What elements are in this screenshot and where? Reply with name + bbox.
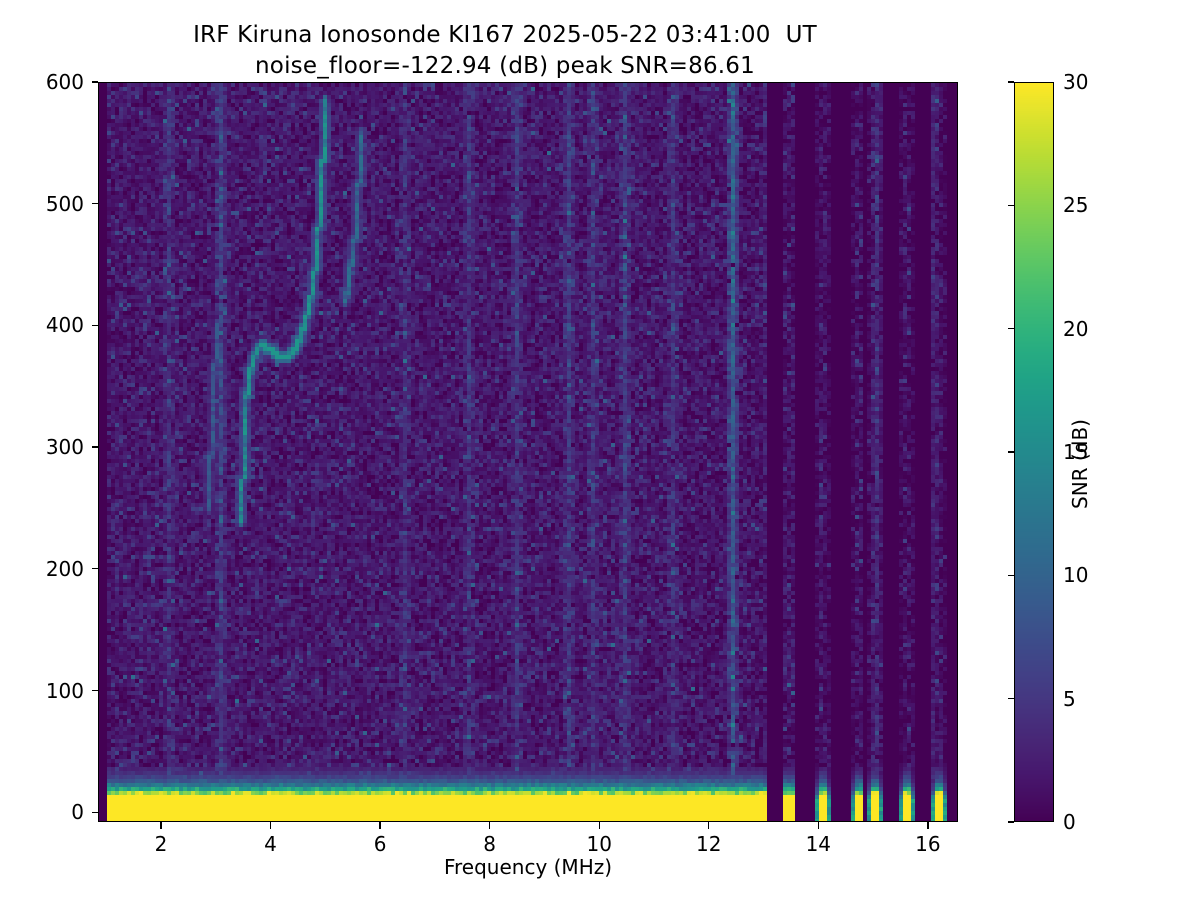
y-tick-label-100: 100: [45, 678, 84, 703]
title-line-1: IRF Kiruna Ionosonde KI167 2025-05-22 03…: [193, 22, 817, 48]
x-tick-mark-12: [708, 822, 710, 829]
x-tick-mark-6: [379, 822, 381, 829]
x-tick-mark-10: [598, 822, 600, 829]
x-tick-label-14: 14: [805, 832, 832, 856]
x-tick-label-10: 10: [586, 832, 612, 856]
x-tick-label-2: 2: [154, 832, 168, 856]
figure-title: IRF Kiruna Ionosonde KI167 2025-05-22 03…: [0, 20, 1010, 82]
ionogram-plot-area[interactable]: [98, 82, 958, 822]
y-tick-label-200: 200: [45, 556, 84, 581]
y-tick-label-500: 500: [45, 191, 84, 216]
y-tick-label-300: 300: [45, 435, 84, 460]
colorbar-label: SNR (dB): [1068, 419, 1092, 509]
y-tick-label-0: 0: [71, 800, 84, 825]
colorbar-gradient: [1015, 83, 1053, 821]
y-tick-label-400: 400: [45, 313, 84, 338]
x-tick-mark-8: [489, 822, 491, 829]
x-tick-mark-4: [269, 822, 272, 829]
ionogram-heatmap-canvas[interactable]: [99, 83, 957, 821]
x-tick-label-6: 6: [373, 832, 387, 856]
x-tick-mark-16: [927, 822, 929, 829]
title-line-2: noise_floor=-122.94 (dB) peak SNR=86.61: [255, 53, 755, 79]
x-axis-label: Frequency (MHz): [443, 855, 613, 879]
x-tick-mark-14: [817, 822, 819, 829]
x-tick-label-8: 8: [483, 832, 497, 856]
colorbar[interactable]: [1014, 82, 1054, 822]
x-tick-mark-2: [160, 822, 162, 829]
x-tick-label-4: 4: [264, 832, 277, 856]
x-tick-label-16: 16: [915, 832, 941, 856]
x-tick-label-12: 12: [696, 832, 722, 856]
